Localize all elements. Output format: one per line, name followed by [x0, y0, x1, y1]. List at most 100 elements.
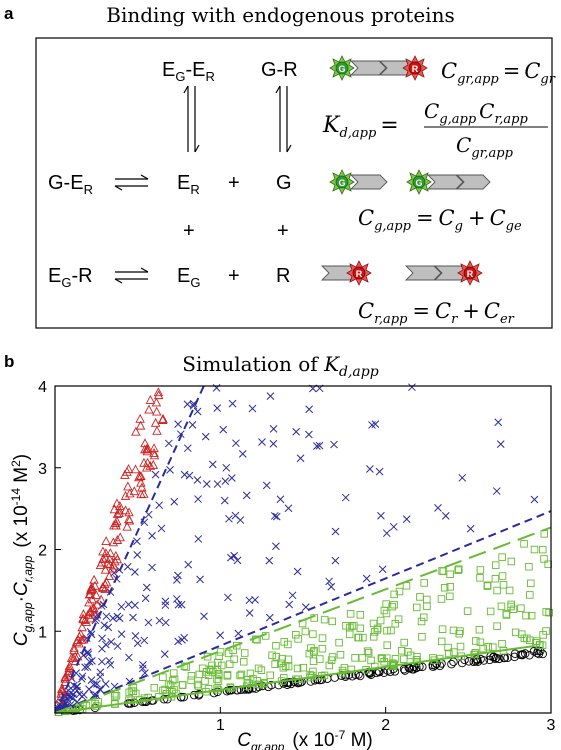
data-point-square [454, 566, 462, 574]
data-point-cross [325, 577, 333, 586]
data-point-cross [161, 601, 170, 610]
equation-cgr: Cgr,app = Cgr [441, 59, 556, 87]
x-tick-label: 2 [381, 717, 390, 734]
g-er-construct-icon: G [406, 169, 491, 195]
data-point-square [491, 574, 500, 583]
data-point-triangle [142, 446, 153, 456]
data-point-triangle [120, 490, 131, 500]
data-point-square [373, 626, 382, 634]
data-point-square [225, 660, 234, 668]
data-point-triangle [100, 584, 110, 593]
data-point-triangle [85, 605, 96, 615]
data-point-square [340, 664, 349, 672]
panel-a-diagram: EG-ER G-R G-ER ER + G + + EG-R EG + R [35, 37, 556, 329]
data-point-circle [399, 664, 409, 674]
svg-text:G: G [338, 178, 345, 188]
data-point-square [371, 662, 379, 671]
data-point-square [299, 663, 308, 672]
data-point-cross [330, 440, 338, 449]
gr-complex-icon: G R [329, 55, 428, 81]
data-point-triangle [140, 444, 150, 454]
data-point-square [216, 648, 225, 656]
data-point-square [246, 669, 255, 678]
data-point-square [439, 567, 448, 576]
data-point-square [446, 592, 454, 601]
data-point-triangle [86, 584, 97, 594]
data-point-cross [270, 512, 279, 520]
data-point-square [94, 698, 103, 706]
species-eg: EG [177, 265, 200, 290]
data-point-square [429, 654, 437, 662]
data-point-square [127, 696, 135, 704]
data-point-triangle [95, 560, 106, 569]
data-point-cross [222, 463, 231, 472]
data-point-square [520, 540, 528, 548]
data-point-cross [208, 460, 217, 469]
data-point-cross [296, 454, 305, 463]
data-point-square [268, 651, 276, 660]
data-point-square [309, 657, 318, 666]
data-point-square [456, 627, 464, 635]
data-point-cross [129, 613, 137, 622]
data-point-triangle [87, 594, 97, 604]
data-point-square [498, 553, 506, 561]
data-point-cross [161, 597, 170, 606]
data-point-cross [382, 529, 391, 538]
data-point-triangle [64, 663, 74, 673]
data-point-cross [315, 441, 324, 450]
data-point-cross [174, 637, 182, 646]
data-point-triangle [104, 571, 115, 581]
data-point-cross [228, 474, 236, 482]
data-point-square [402, 581, 411, 590]
data-point-cross [83, 663, 92, 671]
data-point-square [498, 572, 507, 580]
data-point-square [356, 611, 365, 619]
panel-b-title: Simulation of Kd,app [182, 352, 379, 380]
data-point-square [517, 604, 525, 612]
data-point-square [335, 638, 343, 647]
data-point-cross [236, 516, 245, 524]
data-point-cross [115, 614, 124, 623]
data-point-triangle [112, 516, 122, 526]
data-point-triangle [112, 554, 123, 564]
data-point-cross [265, 613, 274, 622]
g-construct-icon: G [329, 169, 388, 195]
data-point-circle [447, 659, 456, 669]
equation-kd: Kd,app = Cg,app Cr,app Cgr,app [322, 99, 548, 161]
equilibrium-arrow-row3 [114, 267, 149, 284]
data-point-square [328, 617, 337, 626]
data-point-cross [131, 632, 140, 640]
data-point-triangle [112, 498, 122, 508]
data-point-square [489, 643, 497, 651]
data-point-square [522, 611, 530, 620]
data-point-circle [379, 668, 389, 677]
data-point-cross [98, 634, 106, 643]
data-point-square [320, 615, 329, 624]
data-point-triangle [100, 579, 110, 589]
data-point-circle [405, 664, 415, 673]
species-g-er: G-ER [48, 172, 93, 197]
data-point-square [346, 610, 355, 618]
data-point-cross [98, 657, 106, 666]
data-point-cross [98, 644, 106, 653]
data-point-square [463, 607, 472, 615]
data-point-triangle [97, 582, 108, 592]
data-point-triangle [123, 463, 134, 473]
data-point-triangle [92, 599, 102, 609]
data-point-square [307, 671, 316, 680]
data-point-cross [242, 491, 251, 500]
data-point-triangle [112, 535, 123, 544]
data-point-square [294, 635, 302, 643]
data-point-square [215, 652, 223, 660]
data-point-cross [96, 668, 105, 677]
data-point-cross [258, 438, 266, 446]
data-point-square [420, 579, 428, 587]
data-point-cross [441, 511, 450, 520]
data-point-square [518, 630, 526, 638]
data-point-triangle [134, 470, 145, 480]
data-point-square [440, 583, 449, 592]
data-point-triangle [88, 602, 99, 612]
data-point-square [345, 630, 354, 639]
data-point-square [542, 608, 550, 616]
data-point-triangle [100, 564, 111, 574]
